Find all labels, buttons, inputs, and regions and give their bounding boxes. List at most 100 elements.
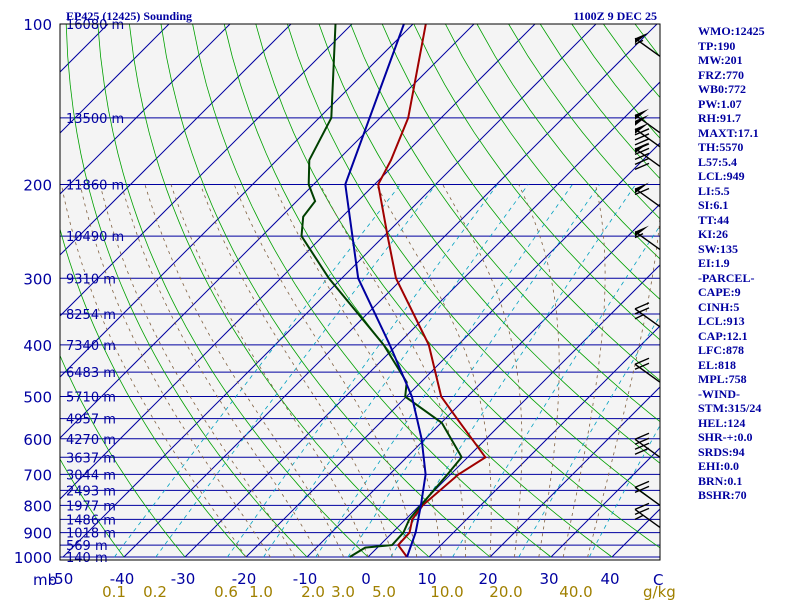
mixing-ratio-tick-label: 2.0 <box>301 583 325 600</box>
dry-adiabat-line <box>97 24 369 558</box>
isotherm-line <box>60 24 170 134</box>
wind-barb-half-flag <box>634 314 644 320</box>
sounding-index-item: MAXT:17.1 <box>698 125 759 140</box>
wind-barb <box>634 225 661 251</box>
wind-barb-half-flag <box>634 514 644 521</box>
moist-adiabat-line <box>99 184 296 558</box>
dry-adiabat-line <box>445 24 660 300</box>
temperature-tick-label: -10 <box>293 570 318 588</box>
mixing-ratio-tick-label: 0.6 <box>214 583 238 600</box>
dry-adiabat-line <box>413 24 660 341</box>
mixing-ratio-line <box>227 184 498 558</box>
mixing-ratio-tick-label: 10.0 <box>430 583 463 600</box>
isotherm-line <box>550 447 660 558</box>
sounding-index-item: -WIND- <box>698 386 740 401</box>
isotherm-line <box>428 325 660 558</box>
wind-barb-pennant <box>635 32 649 44</box>
dry-adiabat-line <box>60 458 125 558</box>
wind-barb-flag <box>634 437 650 445</box>
wind-barb <box>634 142 661 171</box>
pressure-tick-label: 700 <box>23 466 52 484</box>
moist-adiabat-line <box>144 184 344 558</box>
temperature-line <box>377 24 487 558</box>
wind-barb-flag <box>634 302 650 310</box>
height-label: 5710 m <box>66 391 116 406</box>
sounding-index-item: SHR-+:0.0 <box>698 430 753 444</box>
sounding-index-item: EL:818 <box>698 357 737 372</box>
wind-barb-flag <box>634 162 650 171</box>
height-label: 16080 m <box>66 18 124 33</box>
background-grid <box>60 24 660 558</box>
wind-barb-flag <box>634 485 650 493</box>
height-label: 569 m <box>66 539 108 554</box>
wind-barb-flag <box>634 502 650 511</box>
sounding-index-item: SRDS:94 <box>698 444 745 459</box>
height-label: 13500 m <box>66 112 124 127</box>
isotherm-line <box>489 386 660 558</box>
height-label: 4957 m <box>66 413 116 428</box>
wind-barb-pennant <box>635 108 649 120</box>
moist-adiabat-line <box>79 184 271 558</box>
temperature-unit-label: C <box>653 571 663 589</box>
dewpoint-line <box>300 24 463 558</box>
sounding-index-item: CAPE:9 <box>698 285 741 299</box>
sounding-index-item: SW:135 <box>698 241 739 256</box>
moist-adiabat-line <box>518 184 560 558</box>
parcel-line <box>344 24 427 558</box>
moist-adiabat-line <box>121 184 320 558</box>
dry-adiabat-line <box>223 24 613 558</box>
dry-adiabat-line <box>287 24 660 506</box>
temperature-tick-label: -40 <box>110 570 135 588</box>
pressure-tick-label: 500 <box>23 389 52 407</box>
mixing-ratio-tick-label: 40.0 <box>559 583 592 600</box>
temperature-tick-label: 40 <box>600 570 619 588</box>
sounding-index-item: PW:1.07 <box>698 96 742 111</box>
height-label: 1977 m <box>66 499 116 514</box>
wind-barbs <box>634 32 661 528</box>
wind-barb <box>634 32 661 57</box>
sounding-index-item: TP:190 <box>698 38 736 53</box>
height-label: 1018 m <box>66 527 116 542</box>
sounding-index-item: LFC:878 <box>698 343 744 357</box>
wind-barb-flag <box>634 157 650 166</box>
temperature-tick-label: 0 <box>361 570 371 588</box>
sounding-index-item: RH:91.7 <box>698 111 741 125</box>
sounding-index-item: LCL:913 <box>698 314 745 328</box>
height-label: 1486 m <box>66 513 116 528</box>
wind-barb-pennant <box>635 225 649 237</box>
height-label: 6483 m <box>66 366 116 381</box>
mixing-ratio-line <box>155 184 437 558</box>
wind-barb-flag <box>634 307 650 315</box>
wind-barb-flag <box>634 133 650 141</box>
moist-adiabat-line <box>273 184 442 558</box>
temperature-tick-label: -20 <box>232 570 257 588</box>
pressure-tick-label: 100 <box>23 16 52 34</box>
wind-barb-flag <box>634 138 650 146</box>
dry-adiabat-line <box>160 24 491 558</box>
wind-barb-staff <box>634 128 661 148</box>
isotherm-line <box>184 81 660 558</box>
sounding-index-item: TT:44 <box>698 212 730 227</box>
temperature-tick-label: 30 <box>539 570 558 588</box>
temperature-tick-label: -50 <box>49 570 74 588</box>
temperature-tick-label: 20 <box>478 570 497 588</box>
isotherm-line <box>60 24 475 439</box>
sounding-index-item: LI:5.5 <box>698 183 730 198</box>
sounding-index-item: EI:1.9 <box>698 256 730 270</box>
dry-adiabat-line <box>381 24 660 382</box>
height-label: 3637 m <box>66 451 116 466</box>
wind-barb-flag <box>634 442 650 450</box>
moist-adiabat-line <box>200 184 393 558</box>
height-label: 3044 m <box>66 468 116 483</box>
wind-barb-pennant <box>635 122 649 134</box>
mixing-ratio-line <box>263 184 529 558</box>
isotherm-line <box>306 203 660 558</box>
sounding-index-item: MPL:758 <box>698 372 747 386</box>
isotherm-line <box>367 264 660 558</box>
chart-date: 1100Z 9 DEC 25 <box>573 9 657 23</box>
sounding-index-item: CINH:5 <box>698 299 740 314</box>
isotherm-line <box>60 24 292 256</box>
wind-barb-staff <box>634 37 661 57</box>
wind-barb-flag <box>634 128 650 136</box>
